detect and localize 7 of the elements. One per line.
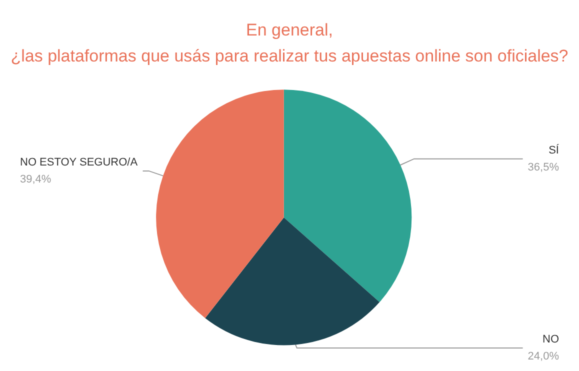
chart-title: En general, ¿las plataformas que usás para realizar tus apuestas online son oficiales? bbox=[10, 20, 568, 66]
slice-label: NO bbox=[542, 334, 560, 346]
slice-label: NO ESTOY SEGURO/A bbox=[20, 156, 138, 168]
data-label: 24,0% bbox=[528, 350, 560, 362]
slice-label: SÍ bbox=[548, 143, 560, 156]
data-label: 39,4% bbox=[20, 173, 52, 186]
data-label: 36,5% bbox=[528, 161, 560, 174]
